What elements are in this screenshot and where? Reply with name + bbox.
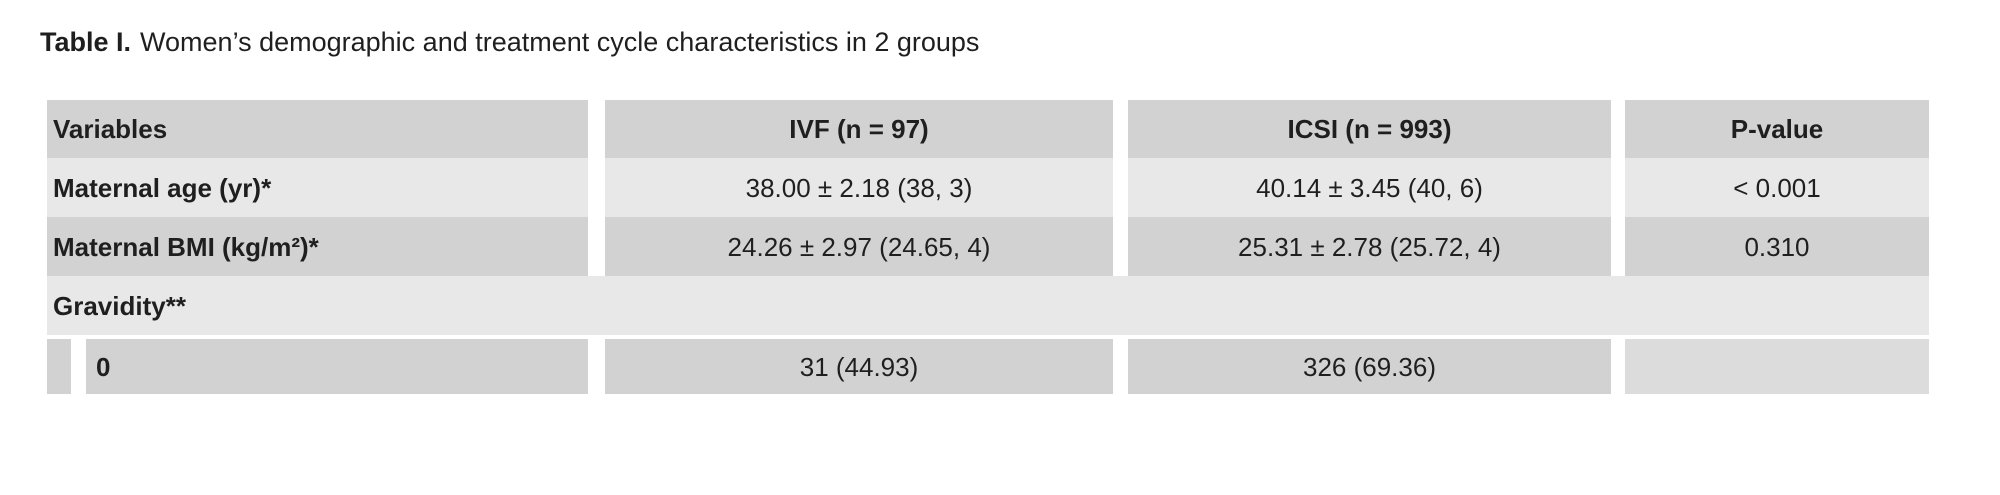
table-row-maternal-bmi: Maternal BMI (kg/m²)* 24.26 ± 2.97 (24.6…: [47, 217, 1929, 276]
column-header-ivf: IVF (n = 97): [605, 100, 1113, 158]
cell-maternal-age-ivf: 38.00 ± 2.18 (38, 3): [605, 158, 1113, 217]
cell-maternal-bmi-icsi: 25.31 ± 2.78 (25.72, 4): [1128, 217, 1611, 276]
table-title-label: Table I.: [40, 27, 132, 57]
cell-maternal-age-p-value: < 0.001: [1625, 158, 1929, 217]
cell-maternal-bmi-p-value: 0.310: [1625, 217, 1929, 276]
characteristics-table: Variables IVF (n = 97) ICSI (n = 993) P-…: [47, 100, 1929, 394]
subrow-indent-cell: [47, 339, 71, 394]
section-label-gravidity: Gravidity**: [47, 276, 1929, 335]
table-subrow-gravidity-0: 0 31 (44.93) 326 (69.36): [47, 339, 1929, 394]
table-header-row: Variables IVF (n = 97) ICSI (n = 993) P-…: [47, 100, 1929, 158]
cell-gravidity-0-ivf: 31 (44.93): [605, 339, 1113, 394]
subrow-label-gravidity-0: 0: [86, 339, 588, 394]
row-label-maternal-age: Maternal age (yr)*: [47, 158, 588, 217]
cell-maternal-age-icsi: 40.14 ± 3.45 (40, 6): [1128, 158, 1611, 217]
column-header-p-value: P-value: [1625, 100, 1929, 158]
column-header-variables: Variables: [47, 100, 588, 158]
cell-gravidity-0-icsi: 326 (69.36): [1128, 339, 1611, 394]
column-header-icsi: ICSI (n = 993): [1128, 100, 1611, 158]
table-section-row-gravidity: Gravidity**: [47, 276, 1929, 335]
table-row-maternal-age: Maternal age (yr)* 38.00 ± 2.18 (38, 3) …: [47, 158, 1929, 217]
cell-maternal-bmi-ivf: 24.26 ± 2.97 (24.65, 4): [605, 217, 1113, 276]
table-title: Table I. Women’s demographic and treatmen…: [40, 26, 979, 58]
table-title-text: Women’s demographic and treatment cycle …: [140, 27, 980, 57]
row-label-maternal-bmi: Maternal BMI (kg/m²)*: [47, 217, 588, 276]
cell-gravidity-0-p-value: [1625, 339, 1929, 394]
